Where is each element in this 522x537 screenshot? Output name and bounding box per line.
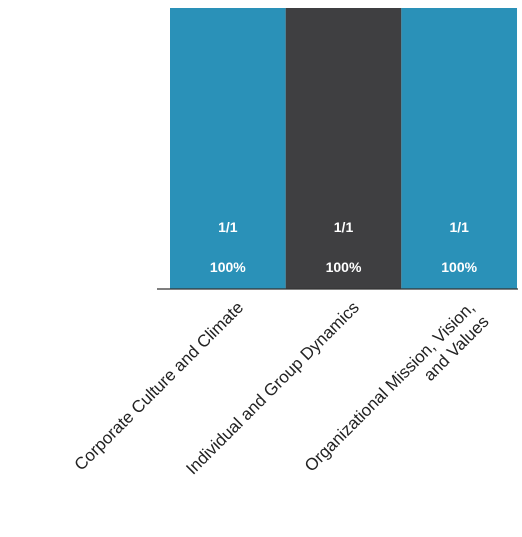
bars-layer [170, 8, 518, 289]
bar-percent-label-2: 100% [326, 259, 362, 275]
bar-percent-label-3: 100% [441, 259, 477, 275]
bar-3[interactable] [401, 8, 518, 289]
bar-count-label-1: 1/1 [218, 219, 238, 235]
bar-labels-layer: 1/1 100% 1/1 100% 1/1 100% [210, 219, 478, 275]
bar-count-label-3: 1/1 [449, 219, 469, 235]
bar-1[interactable] [170, 8, 286, 289]
bar-count-label-2: 1/1 [334, 219, 354, 235]
x-tick-labels: Corporate Culture and ClimateIndividual … [71, 298, 493, 478]
bar-percent-label-1: 100% [210, 259, 246, 275]
bar-2[interactable] [285, 8, 402, 289]
